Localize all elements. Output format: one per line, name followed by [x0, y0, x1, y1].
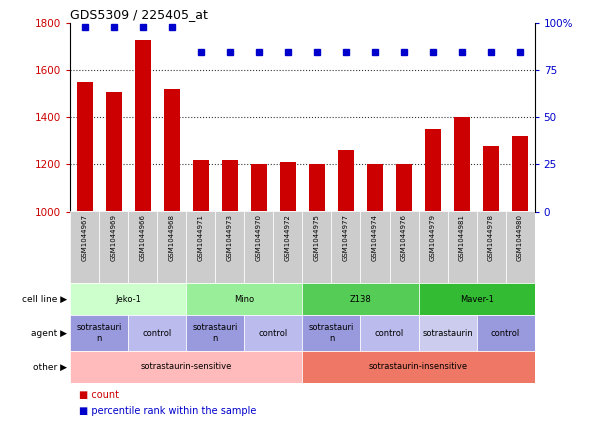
Bar	[419, 283, 535, 315]
Bar	[70, 315, 128, 351]
Text: GSM1044980: GSM1044980	[517, 214, 523, 261]
Text: GSM1044975: GSM1044975	[314, 214, 320, 261]
Text: cell line ▶: cell line ▶	[22, 295, 67, 304]
Text: Mino: Mino	[235, 295, 254, 304]
Bar	[77, 82, 93, 212]
Bar	[186, 212, 216, 283]
Text: sotrastauri
n: sotrastauri n	[192, 324, 238, 343]
Bar	[186, 283, 302, 315]
Text: Jeko-1: Jeko-1	[115, 295, 141, 304]
Bar	[447, 212, 477, 283]
Bar	[454, 118, 470, 212]
Text: GSM1044973: GSM1044973	[227, 214, 233, 261]
Text: GSM1044978: GSM1044978	[488, 214, 494, 261]
Bar	[128, 212, 158, 283]
Bar	[302, 212, 332, 283]
Text: GDS5309 / 225405_at: GDS5309 / 225405_at	[70, 8, 208, 21]
Text: GSM1044968: GSM1044968	[169, 214, 175, 261]
Bar	[216, 212, 244, 283]
Bar	[419, 315, 477, 351]
Bar	[251, 165, 267, 212]
Bar	[309, 165, 325, 212]
Bar	[70, 283, 186, 315]
Text: GSM1044970: GSM1044970	[256, 214, 262, 261]
Text: GSM1044969: GSM1044969	[111, 214, 117, 261]
Bar	[360, 315, 419, 351]
Text: ■ count: ■ count	[79, 390, 119, 401]
Bar	[477, 212, 506, 283]
Text: GSM1044979: GSM1044979	[430, 214, 436, 261]
Text: GSM1044972: GSM1044972	[285, 214, 291, 261]
Bar	[302, 351, 535, 383]
Bar	[280, 162, 296, 212]
Bar	[193, 160, 209, 212]
Bar	[425, 129, 441, 212]
Text: control: control	[143, 329, 172, 338]
Text: sotrastaurin-insensitive: sotrastaurin-insensitive	[369, 363, 468, 371]
Text: agent ▶: agent ▶	[31, 329, 67, 338]
Text: ■ percentile rank within the sample: ■ percentile rank within the sample	[79, 407, 257, 417]
Bar	[244, 315, 302, 351]
Bar	[331, 212, 360, 283]
Text: GSM1044974: GSM1044974	[372, 214, 378, 261]
Text: GSM1044977: GSM1044977	[343, 214, 349, 261]
Bar	[419, 212, 447, 283]
Bar	[158, 212, 186, 283]
Text: sotrastaurin: sotrastaurin	[422, 329, 473, 338]
Text: GSM1044967: GSM1044967	[82, 214, 88, 261]
Bar	[477, 315, 535, 351]
Bar	[106, 91, 122, 212]
Bar	[302, 283, 419, 315]
Bar	[396, 165, 412, 212]
Text: sotrastauri
n: sotrastauri n	[309, 324, 354, 343]
Text: control: control	[259, 329, 288, 338]
Text: other ▶: other ▶	[33, 363, 67, 371]
Bar	[302, 315, 360, 351]
Text: Z138: Z138	[349, 295, 371, 304]
Bar	[512, 136, 528, 212]
Bar	[164, 89, 180, 212]
Text: GSM1044966: GSM1044966	[140, 214, 146, 261]
Text: GSM1044976: GSM1044976	[401, 214, 407, 261]
Bar	[70, 351, 302, 383]
Bar	[483, 146, 499, 212]
Bar	[367, 165, 383, 212]
Text: Maver-1: Maver-1	[459, 295, 494, 304]
Bar	[100, 212, 128, 283]
Bar	[135, 40, 151, 212]
Bar	[338, 150, 354, 212]
Bar	[360, 212, 390, 283]
Bar	[222, 160, 238, 212]
Bar	[244, 212, 274, 283]
Text: control: control	[491, 329, 520, 338]
Bar	[274, 212, 302, 283]
Text: sotrastaurin-sensitive: sotrastaurin-sensitive	[141, 363, 232, 371]
Text: control: control	[375, 329, 404, 338]
Bar	[390, 212, 419, 283]
Bar	[506, 212, 535, 283]
Bar	[186, 315, 244, 351]
Bar	[128, 315, 186, 351]
Bar	[70, 212, 99, 283]
Text: sotrastauri
n: sotrastauri n	[76, 324, 122, 343]
Text: GSM1044971: GSM1044971	[198, 214, 204, 261]
Text: GSM1044981: GSM1044981	[459, 214, 465, 261]
